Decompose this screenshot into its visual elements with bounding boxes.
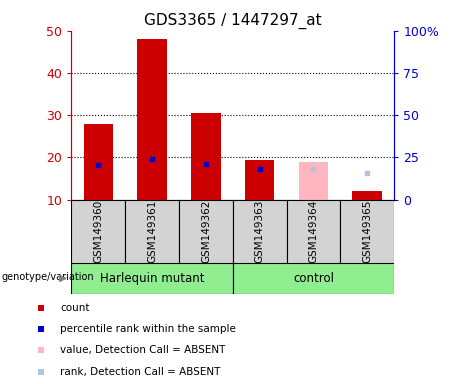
Bar [340,200,394,263]
Text: GSM149363: GSM149363 [254,200,265,263]
Text: control: control [293,272,334,285]
Bar [233,263,394,294]
Bar [125,200,179,263]
Bar [233,200,287,263]
Text: percentile rank within the sample: percentile rank within the sample [60,324,236,334]
Text: genotype/variation: genotype/variation [1,272,94,282]
Bar [83,124,113,200]
Bar [299,162,328,200]
Bar [179,200,233,263]
Text: GSM149362: GSM149362 [201,200,211,263]
Bar [137,39,167,200]
Bar [353,191,382,200]
Text: count: count [60,303,89,313]
Bar [71,263,233,294]
Bar [287,200,340,263]
Bar [71,200,125,263]
Text: GSM149361: GSM149361 [147,200,157,263]
Text: value, Detection Call = ABSENT: value, Detection Call = ABSENT [60,345,225,356]
Text: rank, Detection Call = ABSENT: rank, Detection Call = ABSENT [60,366,220,377]
Text: GSM149364: GSM149364 [308,200,319,263]
Bar [245,160,274,200]
Bar [191,113,221,200]
Text: GSM149365: GSM149365 [362,200,372,263]
Text: Harlequin mutant: Harlequin mutant [100,272,204,285]
Title: GDS3365 / 1447297_at: GDS3365 / 1447297_at [144,13,322,29]
Text: GSM149360: GSM149360 [93,200,103,263]
